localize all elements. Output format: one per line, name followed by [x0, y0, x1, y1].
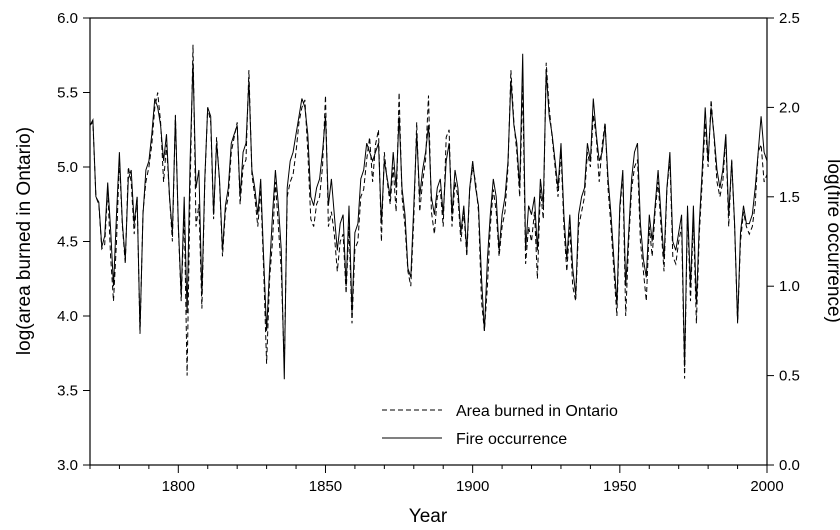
x-tick-label: 2000 — [750, 478, 783, 495]
series-layer — [89, 44, 768, 380]
legend: Area burned in Ontario Fire occurrence — [382, 403, 618, 448]
left-y-tick-label: 5.0 — [57, 159, 78, 176]
series-line-fire-occurrence — [89, 53, 768, 380]
x-tick-label: 1800 — [162, 478, 195, 495]
x-tick-label: 1900 — [456, 478, 489, 495]
legend-label-fire-occurrence: Fire occurrence — [456, 431, 567, 448]
left-y-axis: 3.0 3.5 4.0 4.5 5.0 5.5 6.0 — [57, 10, 90, 474]
left-y-tick-label: 3.0 — [57, 457, 78, 474]
left-y-tick-label: 6.0 — [57, 10, 78, 27]
left-y-tick-label: 4.0 — [57, 308, 78, 325]
right-y-tick-label: 0.5 — [779, 368, 800, 385]
left-y-tick-label: 3.5 — [57, 383, 78, 400]
right-y-tick-label: 2.5 — [779, 10, 800, 27]
x-axis-label: Year — [409, 506, 448, 527]
right-y-tick-label: 1.5 — [779, 189, 800, 206]
right-y-axis: 0.0 0.5 1.0 1.5 2.0 2.5 — [767, 10, 800, 474]
left-y-tick-label: 4.5 — [57, 234, 78, 251]
x-tick-label: 1850 — [309, 478, 342, 495]
legend-label-area-burned: Area burned in Ontario — [456, 403, 618, 420]
right-y-axis-label: log(fire occurrence) — [823, 159, 840, 323]
left-y-tick-label: 5.5 — [57, 85, 78, 102]
right-y-tick-label: 2.0 — [779, 99, 800, 116]
left-y-axis-label: log(area burned in Ontario) — [14, 127, 35, 355]
right-y-tick-label: 1.0 — [779, 278, 800, 295]
x-tick-label: 1950 — [603, 478, 636, 495]
right-y-tick-label: 0.0 — [779, 457, 800, 474]
x-axis: 1800 1850 1900 1950 2000 — [89, 465, 784, 495]
